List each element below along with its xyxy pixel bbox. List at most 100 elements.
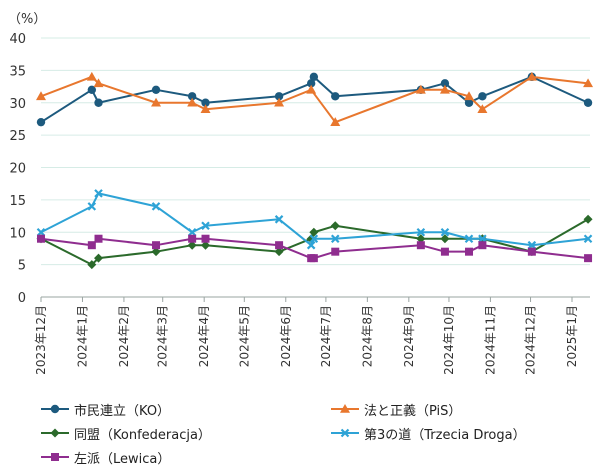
data-point-x [440,227,450,237]
legend-swatch-x-icon [331,428,359,438]
data-point-circle [187,92,197,101]
legend-label: 市民連立（KO） [74,403,171,419]
data-point-x [151,202,161,211]
legend-item: 市民連立（KO） [40,398,170,420]
data-point-x [330,234,340,244]
x-tick-label: 2024年3月 [156,305,170,367]
x-tick-label: 2024年2月 [117,305,131,367]
data-point-triangle [36,91,46,101]
y-tick-label: 25 [9,129,26,144]
legend-marker [340,404,350,413]
data-point-x [201,221,210,231]
legend-swatch-diamond-icon [41,428,69,438]
data-point-square [309,254,318,263]
x-tick-label: 2023年12月 [34,305,48,375]
series-line [40,192,589,247]
y-tick-label: 15 [9,194,26,209]
y-tick-label: 20 [9,162,26,177]
y-tick-label: 5 [18,259,26,274]
data-point-circle [306,79,316,88]
legend-label: 左派（Lewica） [74,451,171,467]
x-tick-label: 2024年8月 [360,305,374,367]
data-point-triangle [151,97,162,107]
data-point-x [187,227,197,237]
series-lines [36,71,594,270]
data-point-square [275,241,284,250]
data-point-triangle [306,84,317,94]
legend-item: 第3の道（Trzecia Droga） [330,422,526,444]
data-point-square [527,247,536,256]
data-point-diamond [151,247,161,257]
legend-label: 同盟（Konfederacja） [74,427,211,443]
series-1 [36,71,594,126]
data-point-square [331,247,340,256]
data-point-diamond [94,253,104,263]
data-point-square [94,234,103,243]
data-point-diamond [416,234,426,244]
data-point-x [416,227,426,237]
legend-swatch-square-icon [41,453,69,461]
data-point-square [37,234,45,243]
data-point-circle [478,92,487,101]
data-point-triangle [330,117,341,126]
data-point-x [527,240,537,250]
legend-label: 第3の道（Trzecia Droga） [364,427,526,443]
x-tick-label: 2024年6月 [279,305,293,367]
data-point-triangle [187,97,198,107]
legend-marker [50,428,60,438]
x-tick-label: 2024年10月 [442,305,456,375]
data-point-diamond [201,240,211,250]
data-point-diamond [330,221,340,231]
data-point-circle [440,79,450,88]
data-point-circle [94,98,103,107]
y-tick-label: 0 [18,291,26,306]
y-tick-label: 40 [9,32,26,47]
legend-marker [340,428,350,438]
data-point-triangle [86,71,97,81]
data-point-diamond [309,227,319,237]
data-point-x [478,234,487,244]
series-0 [36,72,593,127]
data-point-square [201,234,210,243]
x-tick-label: 2024年1月 [75,305,89,367]
data-point-x [36,227,46,237]
data-point-x [464,234,474,244]
data-point-diamond [87,260,97,270]
series-3 [36,189,593,250]
legend-marker [51,453,59,461]
series-4 [37,234,593,263]
data-point-triangle [583,78,594,88]
legend-label: 法と正義（PiS） [364,403,462,419]
x-tick-label: 2024年5月 [237,305,251,367]
legend-swatch-circle-icon [41,404,69,414]
data-point-x [583,234,593,244]
data-point-triangle [526,71,537,81]
x-axis: 2023年12月 2024年1月 2024年2月 2024年3月 2024年4月 2024… [34,296,590,375]
x-tick-label: 2024年9月 [402,305,416,367]
data-point-square [584,254,593,263]
data-point-square [465,247,474,256]
legend-item: 法と正義（PiS） [330,398,461,420]
x-tick-label: 2025年1月 [565,305,579,367]
legend: 市民連立（KO） 法と正義（PiS） 同盟（Konfederacja） 第3の道（Tr… [40,398,595,470]
data-point-triangle [274,97,285,107]
y-tick-label: 30 [9,97,26,112]
y-axis-unit-label: （%） [8,12,46,27]
data-point-x [309,234,319,244]
data-point-circle [87,85,97,95]
data-point-circle [151,85,161,95]
data-point-x [94,189,103,198]
data-point-circle [36,117,46,127]
gridlines [41,37,590,298]
x-tick-label: 2024年11月 [483,305,497,375]
data-point-triangle [415,84,426,94]
data-point-x [306,240,316,250]
data-point-circle [464,98,474,107]
y-axis-ticks: 0 5 10 15 20 25 30 35 40 [9,32,26,306]
line-chart: （%） 0 5 10 15 20 25 30 35 40 2023年12月 2024年1月 2024… [8,12,594,375]
legend-marker [50,404,60,414]
data-point-circle [583,98,593,107]
data-point-circle [331,92,340,101]
data-point-x [87,202,97,211]
data-point-triangle [464,91,475,101]
